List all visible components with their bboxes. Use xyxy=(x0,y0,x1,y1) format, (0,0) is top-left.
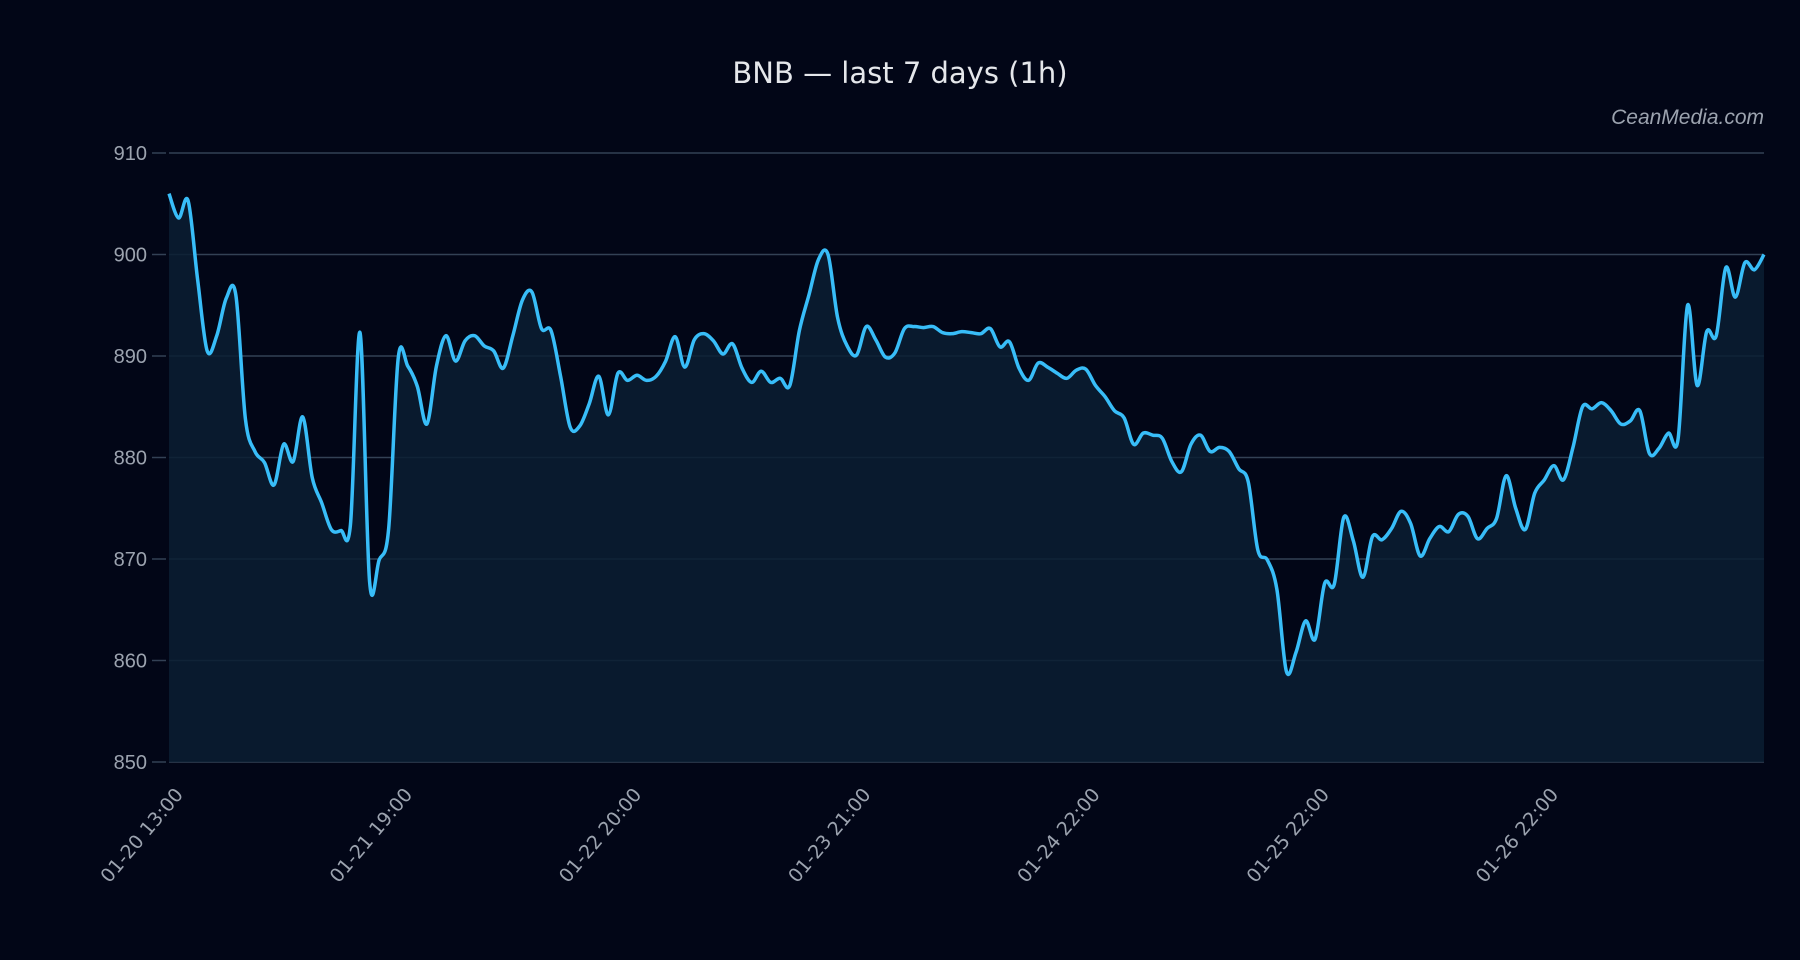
y-tick-label: 860 xyxy=(114,651,147,673)
y-tick-label: 880 xyxy=(114,448,147,470)
y-tick-label: 850 xyxy=(114,752,147,774)
y-axis-ticks: 850 860 870 880 890 900 910 xyxy=(114,143,166,774)
x-axis-ticks: 01-20 13:00 01-21 19:00 01-22 20:00 01-23 2… xyxy=(96,784,1563,887)
y-tick-label: 900 xyxy=(114,245,147,267)
chart-title: BNB — last 7 days (1h) xyxy=(732,56,1068,90)
x-tick-label: 01-22 20:00 xyxy=(555,784,646,887)
x-tick-label: 01-26 22:00 xyxy=(1472,784,1563,887)
y-tick-label: 870 xyxy=(114,549,147,571)
x-tick-label: 01-24 22:00 xyxy=(1013,784,1104,887)
watermark: CeanMedia.com xyxy=(1611,106,1764,129)
price-area-fill xyxy=(169,193,1764,763)
y-tick-label: 910 xyxy=(114,143,147,165)
x-tick-label: 01-21 19:00 xyxy=(326,784,417,887)
price-line xyxy=(167,192,1766,677)
y-tick-label: 890 xyxy=(114,346,147,368)
x-tick-label: 01-20 13:00 xyxy=(96,784,187,887)
x-tick-label: 01-23 21:00 xyxy=(784,784,875,887)
x-tick-label: 01-25 22:00 xyxy=(1243,784,1334,887)
